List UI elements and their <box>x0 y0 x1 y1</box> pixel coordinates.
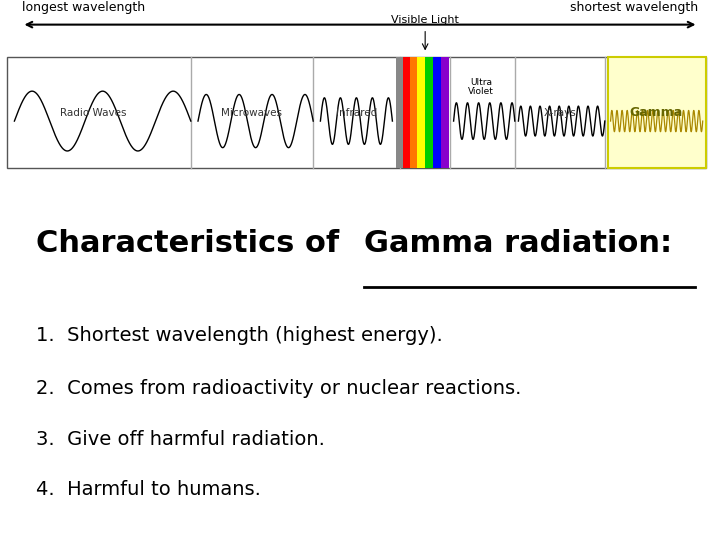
Text: shortest wavelength: shortest wavelength <box>570 2 698 15</box>
Text: Ultra
Violet: Ultra Violet <box>468 78 494 97</box>
Bar <box>433 57 441 168</box>
Text: X-rays: X-rays <box>544 108 577 118</box>
Bar <box>410 57 418 168</box>
Bar <box>608 57 706 168</box>
Text: 1.  Shortest wavelength (highest energy).: 1. Shortest wavelength (highest energy). <box>36 326 443 345</box>
Bar <box>396 57 403 168</box>
Text: longest wavelength: longest wavelength <box>22 2 145 15</box>
Bar <box>7 57 706 168</box>
Bar <box>418 57 425 168</box>
Text: Visible Light: Visible Light <box>391 15 459 25</box>
Text: Microwaves: Microwaves <box>222 108 282 118</box>
Text: 3.  Give off harmful radiation.: 3. Give off harmful radiation. <box>36 429 325 449</box>
Text: 4.  Harmful to humans.: 4. Harmful to humans. <box>36 480 261 499</box>
Text: Gamma radiation:: Gamma radiation: <box>364 228 672 258</box>
Bar <box>425 57 433 168</box>
Bar <box>441 57 449 168</box>
Text: 2.  Comes from radioactivity or nuclear reactions.: 2. Comes from radioactivity or nuclear r… <box>36 379 521 399</box>
Text: Gamma: Gamma <box>630 106 683 119</box>
Text: Characteristics of: Characteristics of <box>36 228 350 258</box>
Text: Radio Waves: Radio Waves <box>60 108 127 118</box>
Text: Infrared: Infrared <box>336 108 377 118</box>
Bar <box>402 57 410 168</box>
